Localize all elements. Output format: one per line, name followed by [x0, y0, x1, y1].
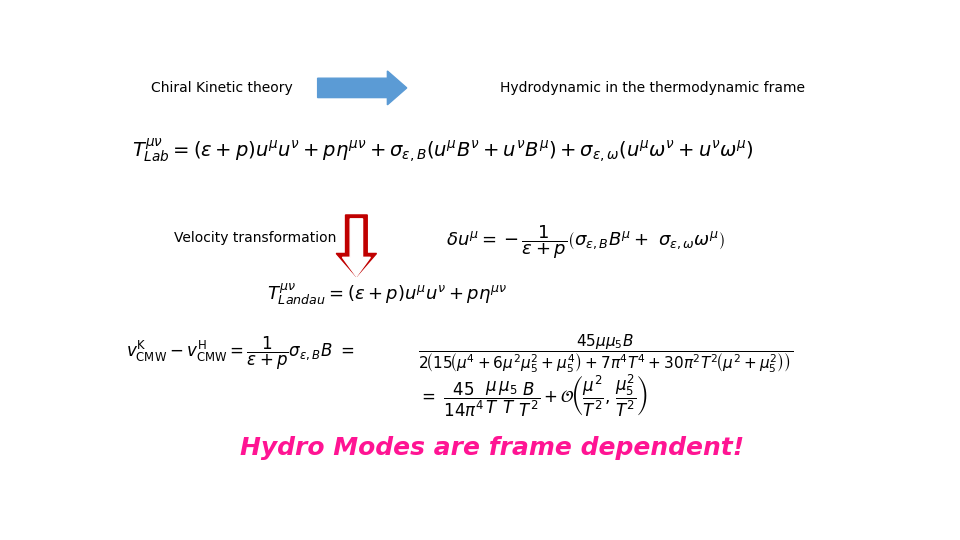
- Text: $\dfrac{45\mu\mu_5 B}{2\!\left(15\!\left(\mu^4 + 6\mu^2\mu_5^2 + \mu_5^4\right) : $\dfrac{45\mu\mu_5 B}{2\!\left(15\!\left…: [419, 332, 794, 375]
- Text: Hydro Modes are frame dependent!: Hydro Modes are frame dependent!: [240, 436, 744, 460]
- Text: $\delta u^\mu = -\dfrac{1}{\epsilon + p}\left(\sigma_{\epsilon,B} B^\mu +\ \sigm: $\delta u^\mu = -\dfrac{1}{\epsilon + p}…: [445, 223, 725, 261]
- FancyArrow shape: [318, 71, 407, 105]
- Text: $v_{\mathrm{CMW}}^{\mathrm{K}} - v_{\mathrm{CMW}}^{\mathrm{H}} = \dfrac{1}{\epsi: $v_{\mathrm{CMW}}^{\mathrm{K}} - v_{\mat…: [126, 335, 354, 372]
- FancyArrow shape: [336, 215, 376, 276]
- Text: Velocity transformation: Velocity transformation: [175, 231, 337, 245]
- Text: $T_{Landau}^{\mu\nu} = (\epsilon + p)u^\mu u^\nu + p\eta^{\mu\nu}$: $T_{Landau}^{\mu\nu} = (\epsilon + p)u^\…: [267, 281, 508, 307]
- Text: $T_{Lab}^{\mu\nu} = (\epsilon + p)u^\mu u^\nu + p\eta^{\mu\nu} + \sigma_{\epsilo: $T_{Lab}^{\mu\nu} = (\epsilon + p)u^\mu …: [132, 137, 754, 165]
- Text: Hydrodynamic in the thermodynamic frame: Hydrodynamic in the thermodynamic frame: [500, 81, 804, 95]
- Text: Chiral Kinetic theory: Chiral Kinetic theory: [151, 81, 293, 95]
- FancyArrow shape: [343, 219, 371, 276]
- Text: $= \ \dfrac{45}{14\pi^4}\dfrac{\mu}{T}\dfrac{\mu_5}{T}\dfrac{B}{T^2} + \mathcal{: $= \ \dfrac{45}{14\pi^4}\dfrac{\mu}{T}\d…: [419, 373, 648, 419]
